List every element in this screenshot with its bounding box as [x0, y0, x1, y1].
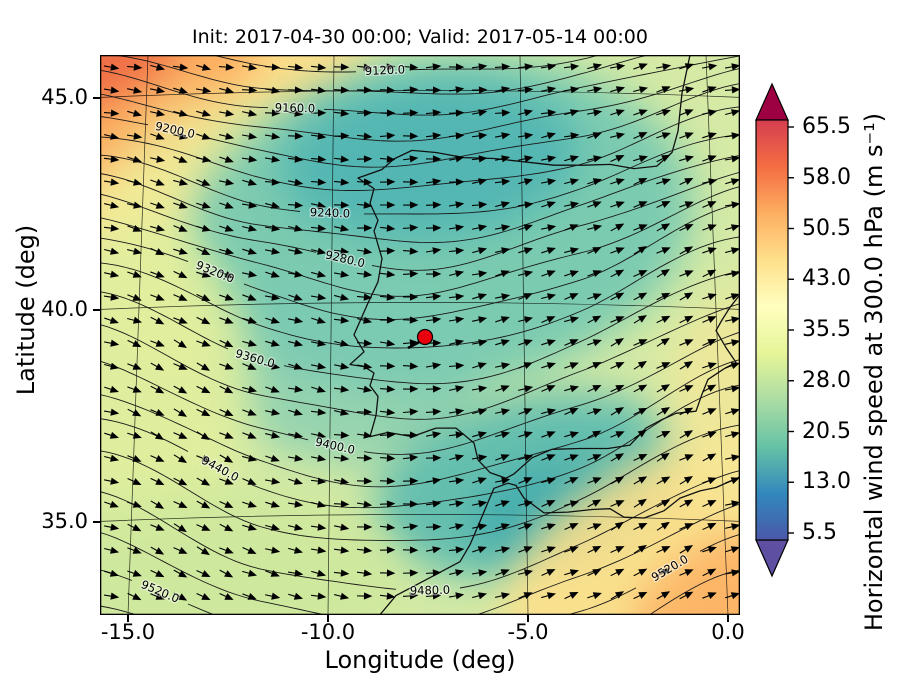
colorbar-tick-label: 13.0 — [802, 469, 851, 495]
colorbar-tick-label: 58.0 — [802, 164, 851, 190]
y-tick-mark — [93, 309, 100, 311]
y-tick-label: 35.0 — [41, 509, 88, 533]
x-tick-mark — [327, 615, 329, 622]
wind-arrows — [103, 63, 740, 601]
location-marker — [407, 328, 434, 350]
y-tick-mark — [93, 97, 100, 99]
contour-label: 9240.0 — [310, 205, 351, 220]
x-tick-mark — [127, 615, 129, 622]
colorbar-over-arrow — [755, 82, 789, 121]
contour-label: 9480.0 — [410, 583, 451, 598]
map-plot-area: 9120.09160.09200.09240.09280.09320.09360… — [100, 55, 740, 615]
colorbar-gradient — [755, 119, 789, 541]
colorbar-under-arrow — [755, 539, 789, 578]
x-tick-label: -5.0 — [507, 620, 549, 644]
colorbar-tick-label: 35.5 — [802, 317, 851, 342]
plot-title: Init: 2017-04-30 00:00; Valid: 2017-05-1… — [192, 26, 648, 48]
map-layers: 9120.09160.09200.09240.09280.09320.09360… — [100, 55, 740, 615]
contour-label: 9120.0 — [365, 62, 406, 78]
x-tick-mark — [727, 615, 729, 622]
colorbar-tick-label: 50.5 — [802, 215, 851, 241]
wind-speed-field — [100, 55, 740, 615]
x-tick-label: -10.0 — [300, 620, 356, 644]
colorbar — [755, 82, 794, 578]
colorbar-tick-label: 43.0 — [802, 266, 851, 292]
colorbar-tick-label: 65.5 — [802, 114, 851, 139]
y-tick-label: 45.0 — [41, 85, 88, 109]
contour-label: 9160.0 — [275, 100, 316, 115]
contour-lines — [100, 55, 740, 615]
y-tick-label: 40.0 — [41, 297, 88, 321]
x-tick-label: 0.0 — [711, 620, 745, 644]
colorbar-tick-label: 5.5 — [802, 520, 837, 545]
x-axis-label: Longitude (deg) — [324, 646, 516, 674]
plot-border — [100, 55, 740, 615]
colorbar-tick-label: 20.5 — [802, 418, 851, 444]
x-tick-label: -15.0 — [100, 620, 156, 644]
x-tick-mark — [527, 615, 529, 622]
colorbar-tick-label: 28.0 — [802, 367, 851, 393]
y-tick-mark — [93, 521, 100, 523]
